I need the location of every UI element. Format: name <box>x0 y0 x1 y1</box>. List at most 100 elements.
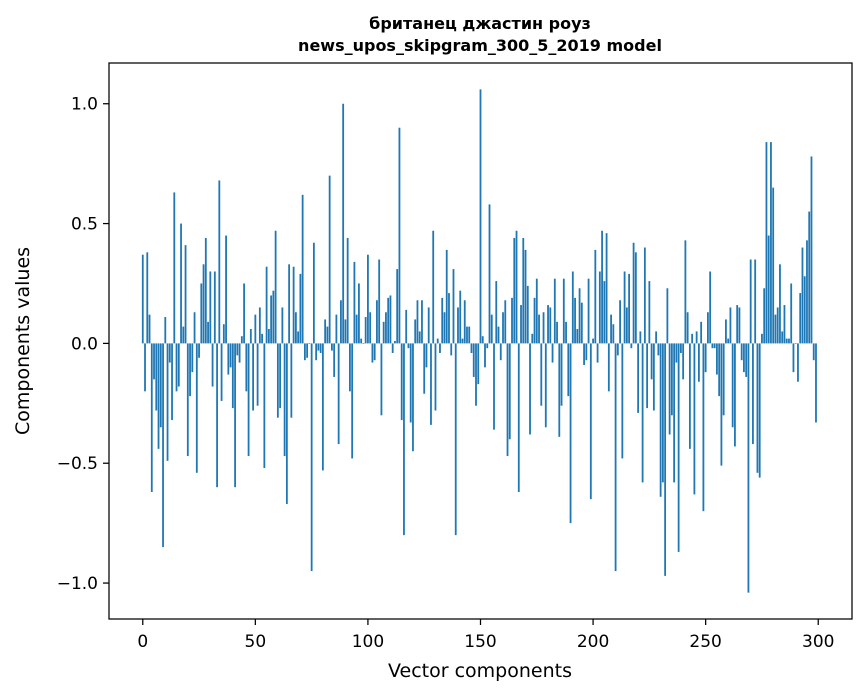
bar <box>686 312 689 344</box>
bar <box>664 343 667 576</box>
bar <box>171 343 173 421</box>
bar <box>211 343 214 387</box>
x-axis-ticks: 0 50 100 150 200 250 300 <box>137 619 834 652</box>
bar <box>470 343 473 353</box>
bar <box>153 343 155 380</box>
bar <box>173 192 176 344</box>
bar <box>146 252 149 344</box>
bar <box>412 343 414 452</box>
bar <box>432 230 435 344</box>
bar <box>731 343 734 428</box>
bar <box>166 343 169 461</box>
bar <box>632 242 635 344</box>
bar <box>727 338 730 344</box>
bar <box>198 343 200 358</box>
bar <box>815 343 817 423</box>
bar <box>637 343 640 413</box>
bar <box>299 273 302 344</box>
x-tick-label: 300 <box>802 632 834 652</box>
bar <box>292 266 295 344</box>
bar <box>497 326 500 344</box>
bar <box>423 343 426 394</box>
y-axis-ticks: −1.0 −0.5 0.0 0.5 1.0 <box>57 95 109 594</box>
bar <box>788 338 790 344</box>
bar <box>346 237 349 344</box>
bar <box>533 297 536 344</box>
bar <box>238 343 241 363</box>
bar <box>254 314 257 344</box>
bar <box>668 343 671 435</box>
bar <box>605 233 608 344</box>
bar <box>144 343 146 392</box>
bar <box>544 343 547 428</box>
bar <box>781 331 784 344</box>
bar <box>394 341 396 344</box>
bar <box>707 312 709 344</box>
bar <box>439 343 441 353</box>
bar <box>409 343 412 423</box>
bar <box>585 343 588 361</box>
x-tick-label: 0 <box>137 632 148 652</box>
bar <box>159 343 162 428</box>
bar <box>290 343 293 418</box>
bar <box>430 343 432 425</box>
bar <box>193 312 196 344</box>
bar <box>670 343 673 416</box>
bar <box>270 295 273 344</box>
bar <box>317 343 320 351</box>
bar <box>283 343 286 457</box>
bar <box>634 252 637 344</box>
bar <box>416 300 419 344</box>
bar <box>650 343 653 380</box>
bar <box>285 343 288 504</box>
bar <box>720 343 723 466</box>
bar <box>486 343 489 349</box>
bar <box>592 338 594 344</box>
bar <box>240 336 243 344</box>
bar <box>675 343 678 363</box>
bar <box>603 281 606 344</box>
bar <box>459 290 462 344</box>
bar <box>452 269 455 344</box>
bar <box>349 343 351 392</box>
bar <box>396 269 399 344</box>
bar <box>493 343 495 430</box>
bar <box>162 343 164 548</box>
bar <box>495 281 498 344</box>
bar <box>565 321 567 344</box>
bar <box>195 343 198 473</box>
bar <box>709 271 712 344</box>
bar <box>218 180 221 344</box>
bar <box>580 302 583 344</box>
y-tick-label: 0.0 <box>71 334 98 354</box>
bar <box>803 276 806 344</box>
bar <box>621 343 624 459</box>
bar <box>405 309 408 344</box>
bar <box>628 273 630 344</box>
bar <box>414 319 417 344</box>
bar <box>623 271 626 344</box>
bar <box>315 343 318 361</box>
bar <box>448 293 450 344</box>
bar <box>157 343 160 449</box>
bar <box>713 343 716 349</box>
bar <box>499 343 502 361</box>
bar <box>463 300 466 344</box>
bar <box>547 305 549 344</box>
bar <box>227 343 230 375</box>
bar <box>324 319 327 344</box>
bar <box>434 343 437 411</box>
bar <box>376 300 378 344</box>
bar <box>761 333 763 344</box>
bar <box>267 329 270 344</box>
bar <box>150 343 153 492</box>
bar <box>466 326 468 344</box>
bar <box>666 288 669 344</box>
bar <box>743 343 745 373</box>
bar <box>576 329 579 344</box>
bar <box>700 321 703 344</box>
bar <box>288 264 291 344</box>
bar <box>454 343 457 536</box>
bar <box>598 271 601 344</box>
